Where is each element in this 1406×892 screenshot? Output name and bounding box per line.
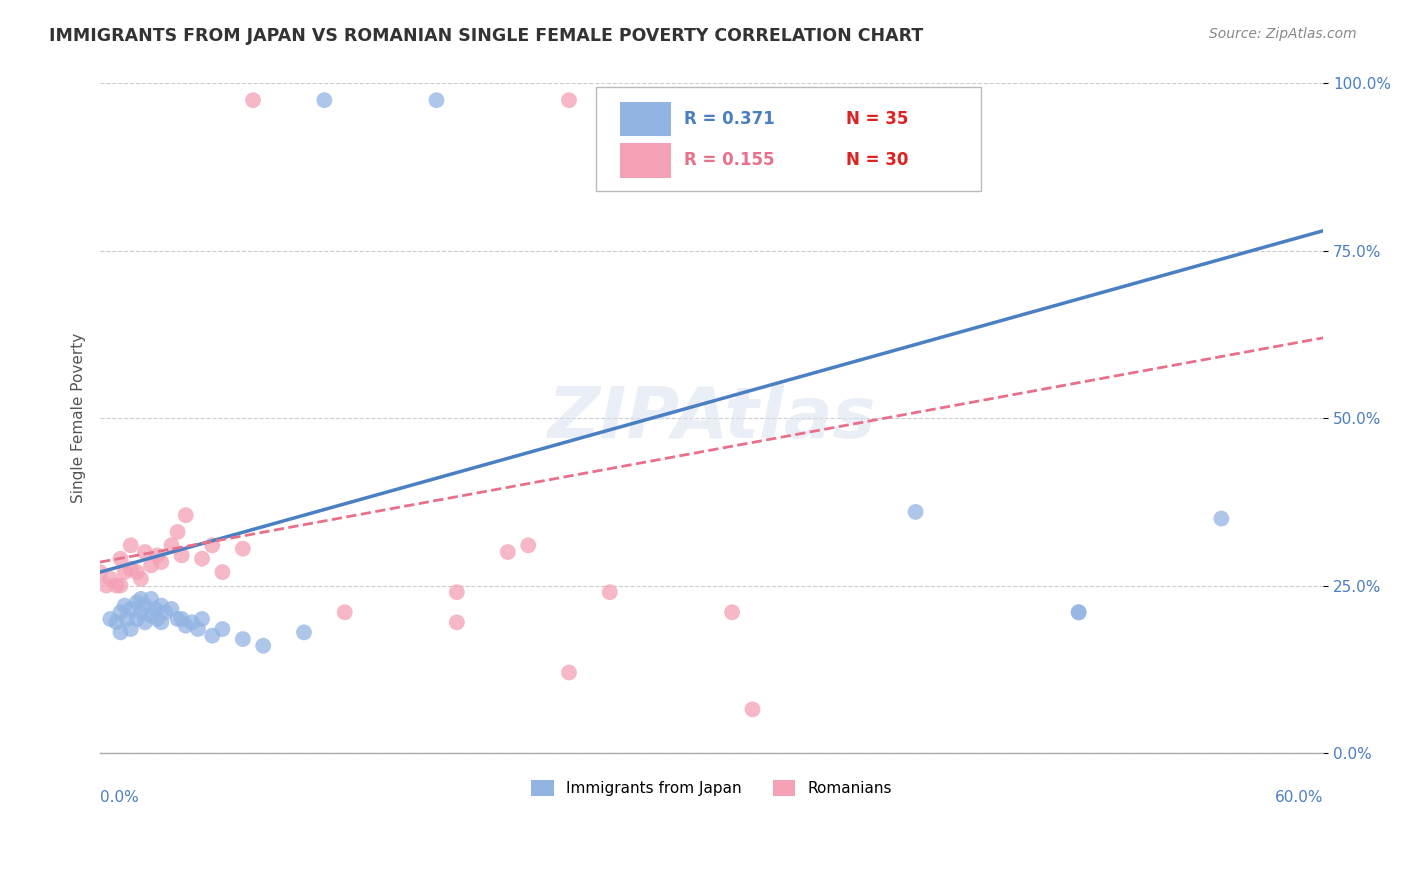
FancyBboxPatch shape bbox=[596, 87, 981, 191]
FancyBboxPatch shape bbox=[620, 143, 671, 178]
Text: 60.0%: 60.0% bbox=[1275, 789, 1323, 805]
Point bbox=[114, 599, 136, 613]
Point bbox=[211, 565, 233, 579]
Point bbox=[314, 93, 336, 107]
Point bbox=[599, 585, 621, 599]
Point bbox=[446, 585, 468, 599]
Point bbox=[139, 558, 162, 573]
Point bbox=[110, 625, 132, 640]
Point bbox=[146, 612, 169, 626]
Point bbox=[174, 508, 197, 523]
Point bbox=[120, 602, 142, 616]
Point bbox=[115, 612, 138, 626]
Legend: Immigrants from Japan, Romanians: Immigrants from Japan, Romanians bbox=[524, 774, 898, 802]
Point bbox=[741, 702, 763, 716]
Point bbox=[143, 602, 166, 616]
Point bbox=[98, 612, 121, 626]
Point bbox=[125, 612, 148, 626]
Point bbox=[446, 615, 468, 630]
Point bbox=[150, 615, 173, 630]
Text: R = 0.155: R = 0.155 bbox=[683, 152, 775, 169]
Point bbox=[1067, 605, 1090, 619]
Point bbox=[114, 565, 136, 579]
Point bbox=[166, 612, 188, 626]
Point bbox=[201, 538, 224, 552]
Point bbox=[201, 629, 224, 643]
Point bbox=[105, 615, 128, 630]
Point bbox=[1211, 511, 1233, 525]
Point bbox=[191, 551, 214, 566]
Point bbox=[191, 612, 214, 626]
Text: ZIPAtlas: ZIPAtlas bbox=[547, 384, 876, 452]
Point bbox=[242, 93, 264, 107]
Point bbox=[134, 545, 156, 559]
Point bbox=[333, 605, 356, 619]
Point bbox=[96, 578, 118, 592]
Point bbox=[166, 524, 188, 539]
Point bbox=[721, 605, 744, 619]
Point bbox=[129, 572, 152, 586]
Point bbox=[558, 93, 581, 107]
Point bbox=[160, 602, 183, 616]
Point bbox=[496, 545, 519, 559]
Point bbox=[155, 605, 177, 619]
Point bbox=[125, 595, 148, 609]
Point bbox=[232, 632, 254, 646]
Point bbox=[139, 591, 162, 606]
Point bbox=[98, 572, 121, 586]
Point bbox=[1067, 605, 1090, 619]
Point bbox=[89, 565, 111, 579]
Point bbox=[187, 622, 209, 636]
Point bbox=[170, 549, 193, 563]
Point bbox=[105, 578, 128, 592]
Point bbox=[904, 505, 927, 519]
Point bbox=[146, 549, 169, 563]
Point bbox=[110, 605, 132, 619]
Point bbox=[517, 538, 540, 552]
Point bbox=[180, 615, 202, 630]
Point bbox=[139, 608, 162, 623]
Point bbox=[160, 538, 183, 552]
Point bbox=[232, 541, 254, 556]
Point bbox=[170, 612, 193, 626]
Text: N = 30: N = 30 bbox=[846, 152, 908, 169]
Text: N = 35: N = 35 bbox=[846, 110, 908, 128]
Point bbox=[134, 615, 156, 630]
Text: IMMIGRANTS FROM JAPAN VS ROMANIAN SINGLE FEMALE POVERTY CORRELATION CHART: IMMIGRANTS FROM JAPAN VS ROMANIAN SINGLE… bbox=[49, 27, 924, 45]
Point bbox=[110, 578, 132, 592]
Point bbox=[120, 538, 142, 552]
Point bbox=[640, 93, 662, 107]
Point bbox=[558, 665, 581, 680]
Point bbox=[129, 605, 152, 619]
Point bbox=[134, 599, 156, 613]
Point bbox=[150, 555, 173, 569]
Text: Source: ZipAtlas.com: Source: ZipAtlas.com bbox=[1209, 27, 1357, 41]
Point bbox=[425, 93, 447, 107]
Point bbox=[150, 599, 173, 613]
Point bbox=[120, 562, 142, 576]
Y-axis label: Single Female Poverty: Single Female Poverty bbox=[72, 333, 86, 503]
FancyBboxPatch shape bbox=[620, 102, 671, 136]
Point bbox=[252, 639, 274, 653]
Text: 0.0%: 0.0% bbox=[100, 789, 139, 805]
Point bbox=[120, 622, 142, 636]
Point bbox=[129, 591, 152, 606]
Text: R = 0.371: R = 0.371 bbox=[683, 110, 775, 128]
Point bbox=[211, 622, 233, 636]
Point bbox=[125, 565, 148, 579]
Point bbox=[174, 618, 197, 632]
Point bbox=[292, 625, 315, 640]
Point bbox=[110, 551, 132, 566]
